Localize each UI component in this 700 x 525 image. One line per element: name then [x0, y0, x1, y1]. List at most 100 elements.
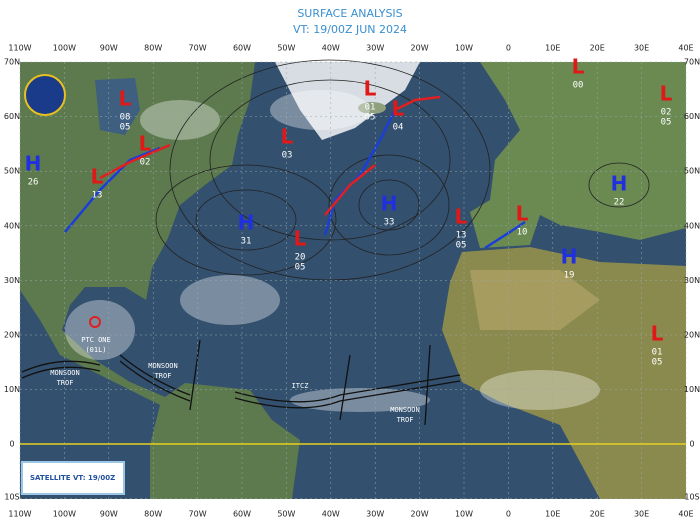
pressure-value: 08 [120, 113, 131, 123]
latitude-label: 20N [684, 331, 700, 340]
pressure-symbol: L [281, 125, 294, 149]
feature-label: PTC ONE [81, 336, 111, 344]
longitude-label: 50W [277, 510, 295, 519]
feature-label: (01L) [85, 346, 106, 354]
longitude-label: 10E [545, 510, 560, 519]
pressure-value: 04 [393, 123, 404, 133]
feature-label: MONSOON [390, 406, 420, 414]
pressure-value: 19 [564, 271, 575, 281]
longitude-label: 90W [100, 44, 118, 53]
pressure-symbol: H [611, 172, 628, 196]
troughs [21, 339, 461, 426]
pressure-symbol: L [139, 132, 152, 156]
latitude-label: 60N [4, 112, 20, 121]
longitude-label: 100W [53, 44, 76, 53]
longitude-label: 80W [144, 510, 162, 519]
latitude-label: 30N [4, 276, 20, 285]
pressure-value: 05 [652, 358, 663, 368]
feature-label: MONSOON [50, 369, 80, 377]
pressure-value: 20 [295, 253, 306, 263]
longitude-label: 40W [322, 510, 340, 519]
pressure-value: 22 [614, 198, 625, 208]
pressure-value: 01 [652, 348, 663, 358]
longitude-label: 0 [506, 510, 511, 519]
longitude-label: 60W [233, 510, 251, 519]
feature-label: TROF [155, 372, 172, 380]
longitude-label: 60W [233, 44, 251, 53]
longitude-label: 10W [455, 510, 473, 519]
longitude-label: 20W [411, 510, 429, 519]
longitude-label: 40E [678, 44, 693, 53]
latitude-label: 20N [4, 331, 20, 340]
pressure-symbol: H [381, 192, 398, 216]
map-title: SURFACE ANALYSIS [297, 7, 402, 20]
isobars [155, 59, 650, 281]
pressure-value: 26 [28, 178, 39, 188]
latitude-label: 70N [684, 58, 700, 67]
pressure-symbol: L [294, 227, 307, 251]
pressure-value: 13 [92, 191, 103, 201]
pressure-symbol: L [392, 97, 405, 121]
pressure-symbol: H [25, 152, 42, 176]
latitude-label: 70N [4, 58, 20, 67]
satellite-box [21, 461, 125, 495]
longitude-label: 30E [634, 44, 649, 53]
pressure-value: 03 [282, 151, 293, 161]
feature-label: ITCZ [292, 382, 309, 390]
longitude-label: 40W [322, 44, 340, 53]
warm-front [99, 143, 171, 180]
pressure-value: 05 [295, 263, 306, 273]
pressure-value: 13 [456, 231, 467, 241]
longitude-label: 50W [277, 44, 295, 53]
longitude-label: 0 [506, 44, 511, 53]
pressure-value: 05 [661, 118, 672, 128]
hudson-bay [95, 78, 140, 135]
longitude-label: 20W [411, 44, 429, 53]
latitude-label: 50N [4, 167, 20, 176]
pressure-symbol: L [660, 82, 673, 106]
europe-land [470, 62, 686, 248]
longitude-label: 80W [144, 44, 162, 53]
pressure-value: 10 [517, 228, 528, 238]
latitude-label: 0 [9, 440, 14, 449]
longitude-label: 30W [366, 44, 384, 53]
latitude-label: 30N [684, 276, 700, 285]
latitude-label: 60N [684, 112, 700, 121]
storm-symbol [89, 316, 101, 328]
pressure-symbol: L [516, 202, 529, 226]
pressure-value: 05 [120, 123, 131, 133]
longitude-label: 70W [189, 510, 207, 519]
pressure-value: 31 [241, 237, 252, 247]
latitude-label: 10S [4, 493, 19, 502]
pressure-value: 05 [456, 241, 467, 251]
pressure-value: 05 [365, 113, 376, 123]
pressure-value: 01 [365, 103, 376, 113]
latitude-label: 0 [689, 440, 694, 449]
longitude-label: 20E [590, 44, 605, 53]
pressure-symbol: L [364, 77, 377, 101]
agency-logo [24, 74, 66, 116]
pressure-value: 02 [661, 108, 672, 118]
pressure-value: 02 [140, 158, 151, 168]
longitude-label: 10E [545, 44, 560, 53]
pressure-symbol: L [91, 165, 104, 189]
pressure-value: 33 [384, 218, 395, 228]
pressure-symbol: L [572, 55, 585, 79]
pressure-symbol: H [561, 245, 578, 269]
pressure-value: 00 [573, 81, 584, 91]
pressure-symbol: L [455, 205, 468, 229]
feature-label: TROF [397, 416, 414, 424]
longitude-label: 40E [678, 510, 693, 519]
longitude-label: 30W [366, 510, 384, 519]
longitude-label: 10W [455, 44, 473, 53]
latitude-label: 50N [684, 167, 700, 176]
iceland [358, 102, 386, 114]
latitude-label: 10S [684, 493, 699, 502]
latitude-label: 10N [684, 385, 700, 394]
pressure-symbol: H [238, 211, 255, 235]
valid-time: VT: 19/00Z JUN 2024 [293, 23, 407, 36]
longitude-label: 90W [100, 510, 118, 519]
longitude-label: 100W [53, 510, 76, 519]
cold-front [323, 109, 397, 236]
